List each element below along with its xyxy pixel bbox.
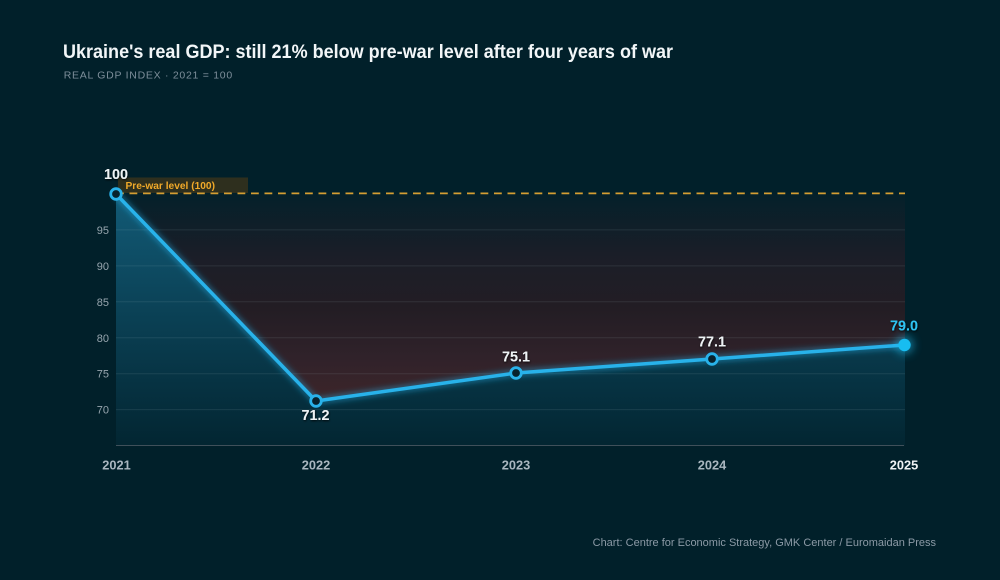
svg-text:79.0: 79.0 <box>890 319 918 335</box>
svg-text:100: 100 <box>104 167 128 183</box>
svg-text:2024: 2024 <box>698 458 727 473</box>
svg-text:71.2: 71.2 <box>301 408 329 424</box>
svg-text:80: 80 <box>97 333 109 345</box>
svg-text:Chart: Centre for Economic Str: Chart: Centre for Economic Strategy, GMK… <box>593 537 937 549</box>
svg-text:75: 75 <box>97 369 109 381</box>
svg-text:2023: 2023 <box>502 458 530 473</box>
svg-text:77.1: 77.1 <box>698 335 726 351</box>
svg-text:85: 85 <box>97 297 109 309</box>
svg-text:2025: 2025 <box>890 458 918 473</box>
svg-text:Pre-war level (100): Pre-war level (100) <box>126 181 215 192</box>
svg-text:95: 95 <box>97 225 109 237</box>
svg-text:90: 90 <box>97 261 109 273</box>
svg-text:2021: 2021 <box>102 458 130 473</box>
svg-text:75.1: 75.1 <box>502 350 530 366</box>
svg-text:70: 70 <box>97 405 109 417</box>
svg-text:Ukraine's real GDP: still 21%: Ukraine's real GDP: still 21% below pre-… <box>63 41 673 63</box>
svg-text:2022: 2022 <box>302 458 330 473</box>
svg-text:REAL GDP INDEX · 2021 = 100: REAL GDP INDEX · 2021 = 100 <box>64 70 233 82</box>
